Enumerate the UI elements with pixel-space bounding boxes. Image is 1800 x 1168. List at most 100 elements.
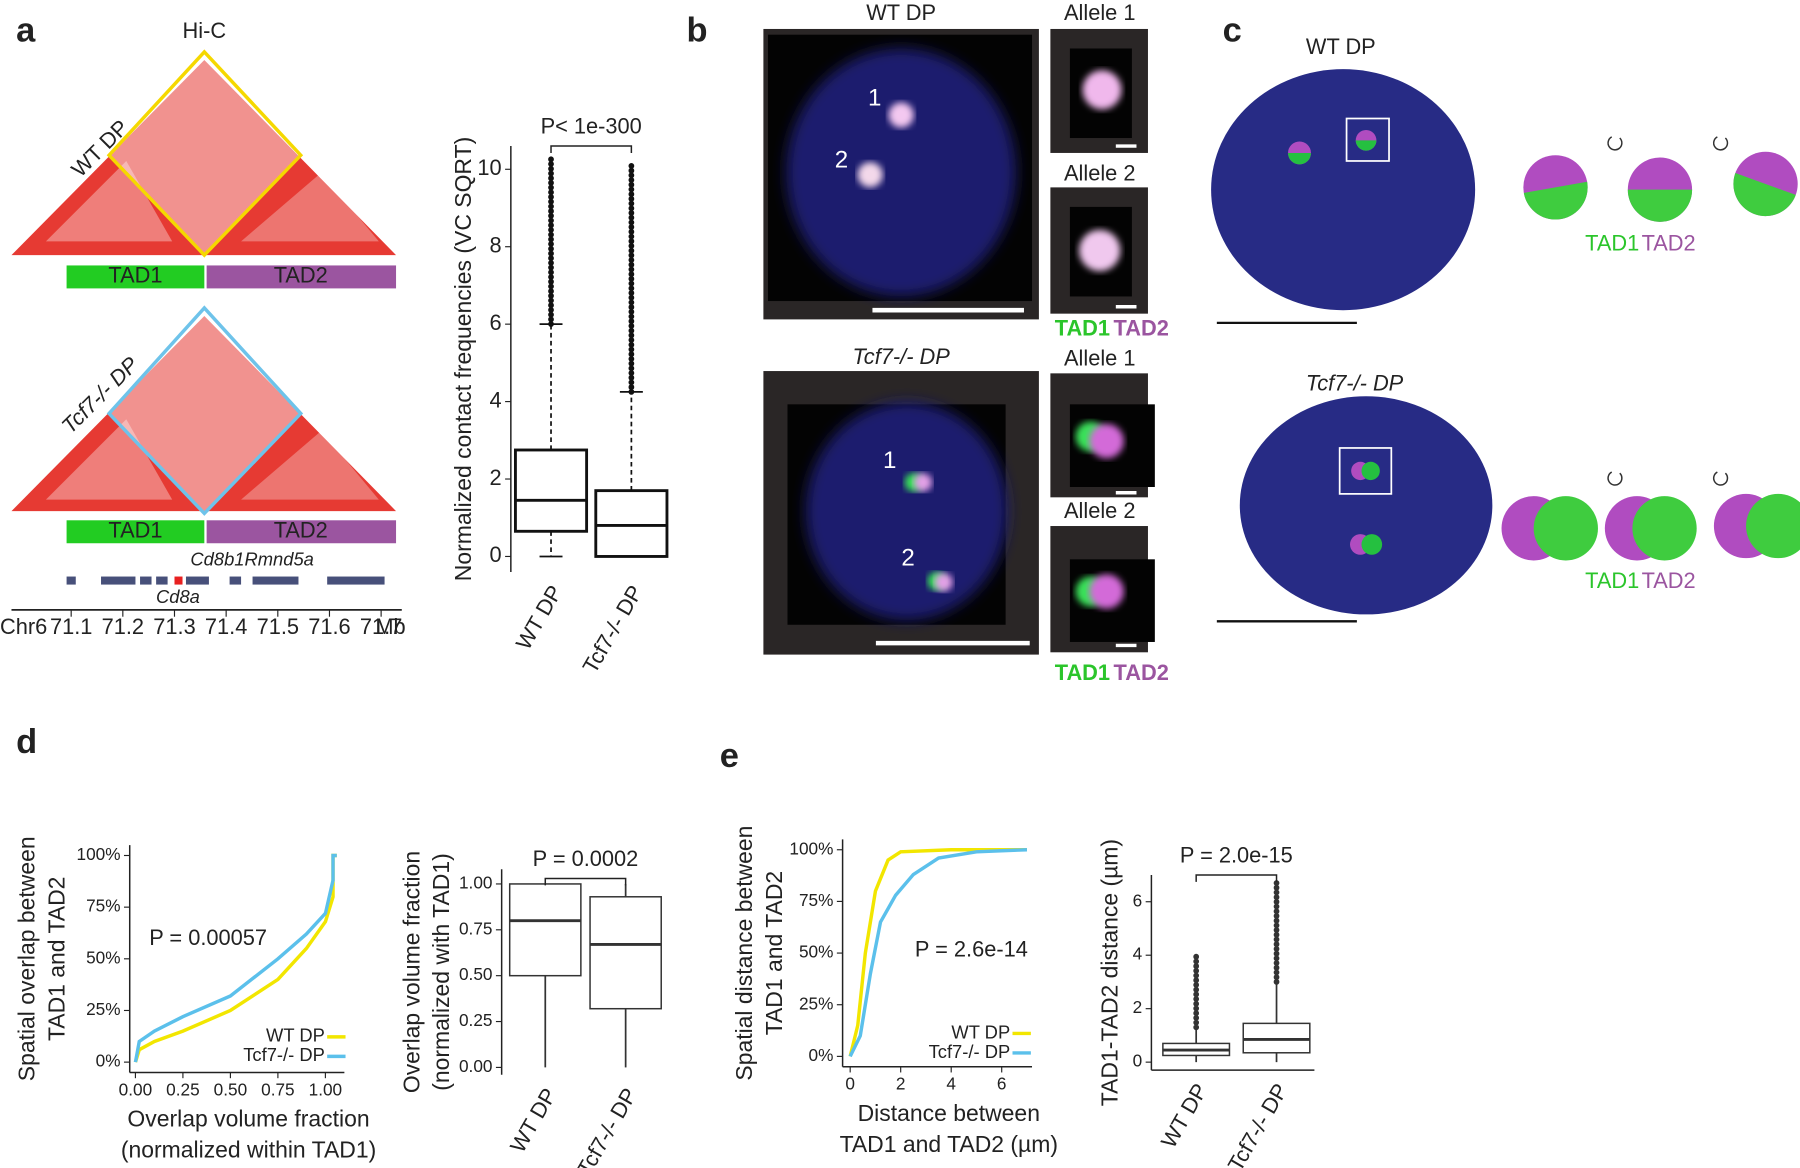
renders [1211, 69, 1800, 623]
channel: TAD1 [1585, 568, 1639, 593]
x-tick-label: 6 [997, 1074, 1007, 1094]
y-tick-label: 100% [77, 844, 121, 864]
channel: TAD2 [1642, 231, 1696, 256]
legend-label: WT DP [266, 1025, 325, 1046]
allele-label: Allele 1 [1064, 0, 1136, 25]
coord-label: 71.1 [50, 614, 92, 639]
y-tick-label: 0% [809, 1045, 834, 1065]
condition: WT DP [866, 0, 936, 25]
panel-letter: b [686, 11, 707, 49]
annotation: P< 1e-300 [541, 113, 642, 138]
y-tick-label: 0.00 [459, 1056, 492, 1076]
coord-label: 71.2 [102, 614, 144, 639]
x-tick-label: 0 [845, 1074, 855, 1094]
x-tick-label: WT DP [511, 581, 568, 654]
y-tick-label: 0% [96, 1051, 121, 1071]
y-axis-title: TAD1 and TAD2 [44, 877, 70, 1041]
sphere-half [1523, 181, 1588, 220]
x-tick-label: Tcf7-/- DP [577, 581, 647, 677]
y-tick-label: 6 [490, 310, 502, 335]
y-axis-title: Spatial distance between [731, 826, 757, 1081]
y-tick-label: 4 [490, 387, 502, 412]
y-tick-label: 25% [799, 993, 833, 1013]
x-tick-label: WT DP [505, 1084, 562, 1157]
tad-label: TAD1 [108, 518, 162, 543]
coord-label: 71.3 [153, 614, 195, 639]
bracket [544, 877, 627, 886]
y-axis-title: Normalized contact frequencies (VC SQRT) [450, 137, 476, 581]
panel-letter: c [1223, 11, 1242, 49]
x-axis-title: Overlap volume fraction [127, 1106, 369, 1132]
y-tick-label: 0.25 [459, 1010, 492, 1030]
sphere-half [1627, 189, 1693, 222]
rotate-icon [1713, 136, 1729, 151]
coord-label: 71.6 [308, 614, 350, 639]
sphere [1533, 496, 1598, 561]
x-tick-label: 0.25 [166, 1079, 199, 1099]
cdf-line [133, 853, 337, 1063]
condition: Tcf7-/- DP [1306, 371, 1404, 396]
coord-label: 71.4 [205, 614, 247, 639]
box [513, 448, 589, 533]
allele-label: Allele 1 [1064, 345, 1136, 370]
rotate-icon [1607, 471, 1623, 486]
x-axis-title: TAD1 and TAD2 (µm) [840, 1131, 1058, 1157]
cdf-line [848, 848, 1028, 1058]
legend-label: Tcf7-/- DP [243, 1044, 325, 1065]
y-tick-label: 0 [1133, 1051, 1143, 1071]
box [589, 896, 662, 1010]
tad-label: TAD2 [274, 518, 328, 543]
legend-label: WT DP [951, 1021, 1010, 1042]
x-tick-label: 4 [946, 1074, 956, 1094]
sphere [1632, 496, 1697, 561]
y-tick-label: 8 [490, 232, 502, 257]
gene-label: Rmnd5a [245, 548, 314, 569]
x-axis-title: Distance between [858, 1100, 1040, 1126]
x-tick-label: Tcf7-/- DP [1223, 1079, 1293, 1168]
legend-label: Tcf7-/- DP [929, 1041, 1011, 1062]
allele-label: Allele 2 [1064, 161, 1136, 186]
tad-label: TAD1 [108, 263, 162, 288]
panel-letter: e [720, 737, 739, 775]
rotate-icon [1607, 136, 1623, 151]
y-tick-label: 2 [1133, 997, 1143, 1017]
y-tick-label: 1.00 [459, 872, 492, 892]
y-axis-title: Overlap volume fraction [398, 851, 424, 1093]
sphere [1746, 493, 1800, 559]
x-tick-label: 0.75 [261, 1079, 294, 1099]
coord-label: 71.7 [360, 614, 402, 639]
box [594, 489, 669, 558]
y-tick-label: 50% [799, 942, 833, 962]
box [508, 883, 582, 977]
coord-label: 71.5 [257, 614, 299, 639]
x-tick-label: WT DP [1156, 1079, 1213, 1152]
y-tick-label: 0.75 [459, 918, 492, 938]
x-axis-title: (normalized within TAD1) [121, 1137, 376, 1163]
y-tick-label: 4 [1133, 944, 1143, 964]
condition: WT DP [1306, 34, 1376, 59]
title: Hi-C [183, 18, 227, 43]
spot-label: 2 [901, 545, 914, 572]
bracket [1195, 874, 1278, 882]
y-axis-title: TAD1-TAD2 distance (µm) [1096, 839, 1122, 1106]
channel: TAD1 [1585, 231, 1639, 256]
y-tick-label: 0.50 [459, 964, 492, 984]
annotation: P = 0.00057 [149, 925, 267, 950]
y-tick-label: 10 [477, 155, 501, 180]
cdf-line [848, 848, 1027, 1057]
microscopy [763, 28, 1155, 655]
x-tick-label: Tcf7-/- DP [572, 1084, 642, 1168]
rotate-icon [1713, 471, 1729, 486]
x-tick-label: 2 [896, 1074, 906, 1094]
allele-label: Allele 2 [1064, 498, 1136, 523]
y-tick-label: 100% [789, 838, 833, 858]
spot-label: 1 [883, 447, 896, 474]
channel: TAD1 [1055, 660, 1110, 685]
channel: TAD2 [1642, 568, 1696, 593]
bracket [550, 145, 633, 153]
y-tick-label: 75% [86, 896, 120, 916]
spot-label: 1 [868, 84, 881, 111]
panel-letter: a [16, 11, 36, 49]
